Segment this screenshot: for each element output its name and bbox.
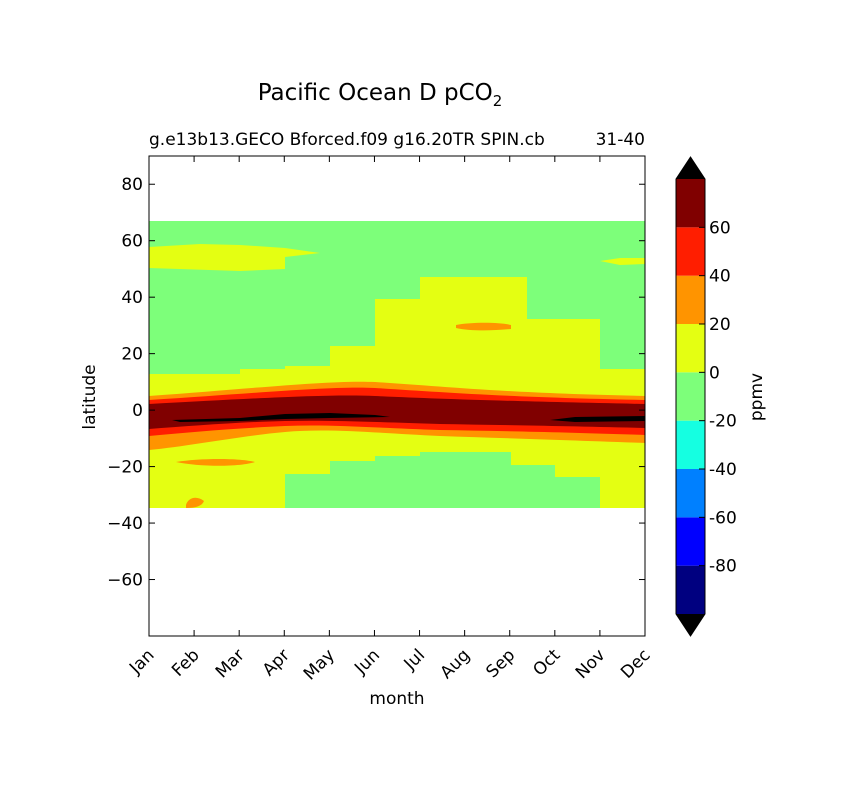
- contour-region-over-80-east: [550, 416, 645, 422]
- chart-subtitle-left: g.e13b13.GECO Bforced.f09 g16.20TR SPIN.…: [149, 130, 545, 150]
- plot-frame: [148, 155, 646, 637]
- contour-region-60-80: [149, 395, 645, 429]
- chart-title: Pacific Ocean D pCO2: [258, 80, 503, 110]
- x-tick-label: Mar: [212, 645, 249, 682]
- colorbar-swatch: [676, 227, 705, 276]
- contour-region-0-20-north: [149, 244, 320, 271]
- x-tick-label: Oct: [529, 645, 564, 680]
- colorbar-swatch: [676, 469, 705, 518]
- colorbar-under-arrow: [676, 614, 705, 636]
- contour-patch-orange-30n: [456, 322, 511, 331]
- y-tick-label: −20: [107, 458, 143, 478]
- x-tick-label: Jun: [350, 645, 384, 679]
- colorbar-tick-label: -40: [709, 460, 737, 480]
- colorbar-tick-label: 40: [709, 267, 731, 287]
- y-tick-label: 20: [121, 345, 143, 365]
- x-tick-label: Dec: [617, 645, 654, 682]
- x-tick-label: Feb: [168, 645, 203, 680]
- y-tick-label: 80: [121, 175, 143, 195]
- colorbar-swatch: [676, 565, 705, 614]
- contour-region-0-20-northeast: [600, 258, 645, 265]
- y-tick-label: −40: [107, 514, 143, 534]
- y-tick-label: −60: [107, 571, 143, 591]
- x-tick-label: Jul: [400, 645, 429, 674]
- x-tick-label: Apr: [259, 645, 294, 680]
- colorbar-tick-label: 20: [709, 315, 731, 335]
- colorbar-over-arrow: [676, 157, 705, 179]
- x-axis-label: month: [369, 689, 424, 709]
- y-tick-label: 40: [121, 288, 143, 308]
- x-tick-label: Aug: [437, 645, 475, 683]
- colorbar-label: ppmv: [747, 373, 767, 421]
- contour-region-over-80-west: [172, 413, 390, 422]
- colorbar-tick-label: 60: [709, 218, 731, 238]
- colorbar-tick-label: 0: [709, 363, 720, 383]
- colorbar-swatch: [676, 324, 705, 373]
- chart-title-subscript: 2: [493, 92, 503, 110]
- x-tick-label: Nov: [572, 645, 610, 683]
- colorbar-tick-label: -20: [709, 412, 737, 432]
- x-tick-label: Sep: [482, 645, 519, 682]
- colorbar-swatch: [676, 275, 705, 324]
- contour-patch-orange-33s: [186, 497, 204, 508]
- x-tick-label: Jan: [125, 645, 158, 678]
- chart-title-main: Pacific Ocean D pCO: [258, 80, 493, 106]
- y-axis-label: latitude: [80, 364, 100, 429]
- colorbar-tick-label: -80: [709, 557, 737, 577]
- chart-subtitle-right: 31-40: [596, 130, 645, 150]
- y-axis: 80 60 40 20 0 −20 −40 −60: [107, 175, 645, 591]
- colorbar: 60 40 20 0 -20 -40 -60 -80: [675, 156, 737, 637]
- colorbar-swatch: [676, 420, 705, 469]
- colorbar-swatch: [676, 372, 705, 421]
- contour-field: [149, 221, 645, 508]
- colorbar-swatch: [676, 517, 705, 566]
- x-tick-label: May: [300, 645, 339, 684]
- y-tick-label: 60: [121, 232, 143, 252]
- y-tick-label: 0: [132, 401, 143, 421]
- colorbar-tick-label: -60: [709, 508, 737, 528]
- colorbar-swatch: [676, 179, 705, 228]
- contour-patch-orange-20s: [176, 459, 255, 466]
- colorbar-outline: [675, 156, 706, 637]
